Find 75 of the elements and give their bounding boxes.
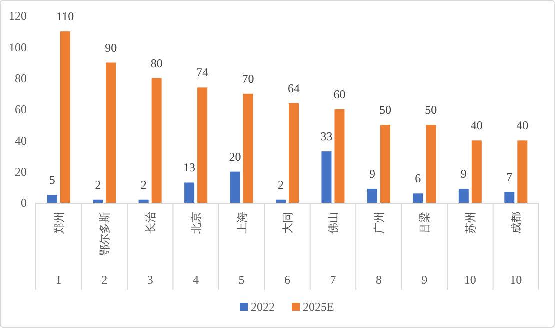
text: 3: [147, 273, 154, 288]
data-label: 5: [49, 173, 56, 188]
legend-label: 2022: [251, 300, 275, 314]
data-label: 9: [460, 166, 467, 181]
text: 7: [330, 273, 336, 288]
data-label: 50: [379, 103, 392, 118]
bar: [334, 110, 345, 203]
bar: [322, 152, 332, 203]
bar: [243, 94, 254, 203]
bar: [152, 78, 162, 203]
y-tick-label: 120: [9, 9, 27, 24]
bar: [289, 103, 299, 203]
data-label: 2: [140, 178, 147, 192]
y-tick-label: 80: [15, 72, 27, 86]
text: 8: [376, 273, 382, 288]
data-label: 50: [425, 103, 438, 118]
data-label: 40: [470, 118, 483, 133]
data-label: 7: [506, 170, 513, 184]
x-tick-label: 长治: [144, 212, 158, 234]
y-tick-label: 0: [21, 196, 27, 210]
text: 10: [510, 273, 522, 288]
x-tick-label: 郑州: [52, 212, 66, 234]
bar: [472, 140, 482, 203]
bar: [184, 182, 195, 203]
bar: [138, 200, 149, 203]
data-label: 40: [516, 118, 529, 133]
x-tick-label: 苏州: [464, 212, 478, 234]
bar: [47, 195, 58, 203]
text: 1: [56, 273, 62, 288]
data-label: 33: [320, 130, 333, 144]
data-label: 60: [334, 88, 346, 102]
bar: [198, 88, 208, 203]
data-label: 2: [95, 178, 102, 192]
text: 2: [102, 273, 108, 288]
text: 10: [464, 273, 476, 288]
y-tick-label: 60: [15, 102, 27, 117]
y-tick-label: 40: [15, 134, 27, 148]
bar: [518, 140, 528, 203]
x-tick-label: 吕梁: [418, 212, 432, 234]
data-label: 13: [184, 160, 196, 175]
bar: [230, 172, 240, 203]
data-label: 9: [369, 166, 376, 181]
data-label: 2: [278, 178, 284, 192]
bar: [93, 200, 104, 203]
x-tick-label: 广州: [372, 212, 386, 234]
bar: [413, 194, 424, 203]
text: 5: [238, 273, 245, 288]
bar: [458, 188, 469, 203]
x-tick-label: 北京: [190, 212, 204, 234]
x-tick-label: 上海: [236, 212, 249, 234]
data-label: 74: [196, 66, 209, 80]
x-tick-label: 佛山: [327, 212, 340, 234]
data-label: 80: [150, 56, 163, 70]
bar: [380, 125, 390, 203]
legend-label: 2025E: [303, 300, 334, 314]
x-tick-label: 成都: [510, 212, 524, 234]
text: 9: [422, 273, 428, 288]
x-tick-label: 大同: [282, 212, 294, 234]
text: 6: [284, 273, 290, 288]
bar: [504, 192, 515, 203]
data-label: 70: [242, 72, 254, 86]
text: 4: [193, 273, 200, 288]
bar: [367, 188, 378, 203]
y-tick-label: 100: [9, 40, 27, 54]
data-label: 6: [415, 172, 422, 186]
data-label: 20: [229, 150, 242, 164]
bar: [60, 32, 70, 203]
bar: [106, 62, 116, 203]
x-tick-label: 鄂尔多斯: [98, 212, 112, 256]
bar: [426, 125, 436, 203]
y-tick-label: 20: [15, 165, 27, 180]
data-label: 110: [56, 10, 74, 24]
data-label: 64: [288, 81, 300, 96]
bar: [276, 200, 286, 203]
data-label: 90: [105, 40, 118, 55]
